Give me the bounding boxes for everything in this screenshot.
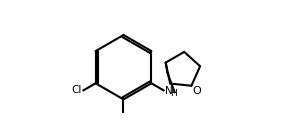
Text: Cl: Cl <box>72 85 82 95</box>
Text: H: H <box>170 89 177 98</box>
Text: N: N <box>165 86 173 96</box>
Text: O: O <box>192 87 201 96</box>
